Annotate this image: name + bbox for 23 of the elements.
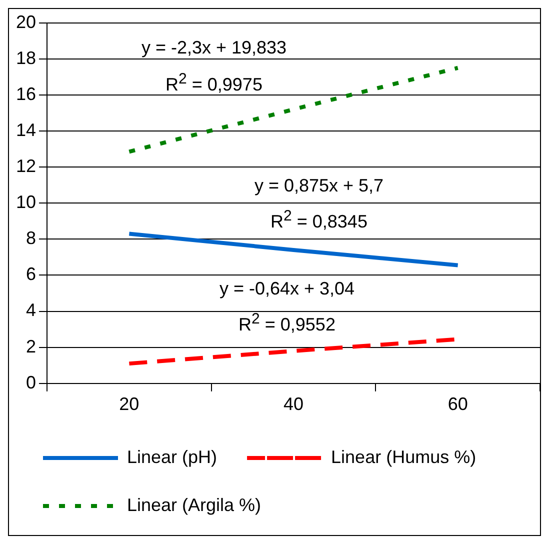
y-tick-label: 8 <box>26 228 36 248</box>
x-tick-label: 40 <box>283 394 304 414</box>
y-tick-label: 12 <box>16 156 36 176</box>
y-tick-label: 2 <box>26 336 36 356</box>
annotation: y = -2,3x + 19,833 <box>141 38 287 58</box>
y-tick-label: 4 <box>26 300 36 320</box>
annotation: R$^{2}$ = 0,8345 <box>270 208 368 232</box>
y-tick-label: 16 <box>16 84 36 104</box>
x-tick-label: 20 <box>119 394 140 414</box>
y-tick-label: 6 <box>26 264 36 284</box>
legend-label: Linear (pH) <box>127 446 218 467</box>
annotation: R$^{2}$ = 0,9552 <box>238 310 336 336</box>
y-tick-label: 10 <box>16 192 36 212</box>
y-tick-label: 18 <box>16 48 36 68</box>
x-tick-label: 60 <box>448 394 468 414</box>
y-tick-label: 14 <box>16 120 36 140</box>
annotation: y = -0,64x + 3,04 <box>219 278 355 300</box>
y-tick-label: 20 <box>16 12 36 32</box>
y-tick-label: 0 <box>26 372 36 392</box>
legend-label: Linear (Argila %) <box>127 494 262 515</box>
annotation: R$^{2}$ = 0,9975 <box>166 70 262 96</box>
legend-label: Linear (Humus %) <box>331 446 476 467</box>
annotation: y = 0,875x + 5,7 <box>254 176 384 196</box>
